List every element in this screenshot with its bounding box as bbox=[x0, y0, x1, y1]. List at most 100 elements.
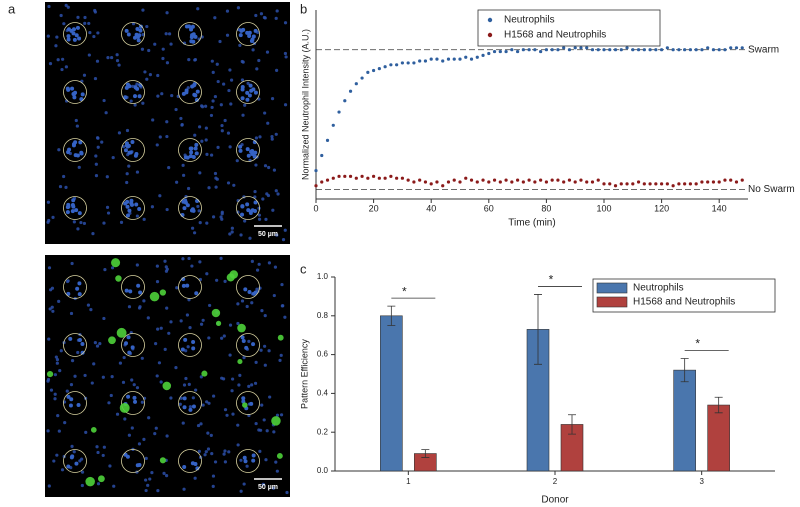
data-point bbox=[740, 46, 744, 50]
cell bbox=[267, 349, 271, 353]
cell bbox=[156, 327, 160, 331]
cell bbox=[79, 150, 84, 155]
cell bbox=[185, 203, 190, 208]
cell bbox=[146, 316, 150, 320]
data-point bbox=[516, 178, 520, 182]
cell bbox=[158, 194, 162, 198]
cell bbox=[66, 5, 70, 9]
cell bbox=[214, 176, 218, 180]
cell bbox=[66, 464, 71, 469]
legend-marker bbox=[487, 17, 493, 23]
cell bbox=[186, 186, 191, 191]
cell bbox=[145, 77, 149, 81]
data-point bbox=[314, 169, 318, 173]
cell bbox=[203, 453, 207, 457]
cell bbox=[132, 395, 137, 400]
data-point bbox=[441, 59, 445, 63]
cell bbox=[133, 153, 138, 158]
cell bbox=[165, 434, 169, 438]
cell bbox=[275, 9, 279, 13]
cell bbox=[125, 180, 129, 185]
cell bbox=[156, 488, 160, 493]
data-point bbox=[325, 138, 330, 143]
cell bbox=[201, 318, 205, 322]
data-point bbox=[314, 184, 318, 188]
pattern-spot bbox=[178, 275, 202, 299]
cell bbox=[174, 107, 178, 112]
cell bbox=[83, 15, 87, 20]
data-point bbox=[631, 48, 635, 52]
data-point bbox=[423, 180, 428, 184]
reference-label: No Swarm bbox=[748, 184, 795, 195]
cell bbox=[124, 28, 129, 33]
cell bbox=[48, 61, 53, 66]
cell bbox=[144, 456, 148, 460]
data-point bbox=[343, 99, 347, 103]
data-point bbox=[602, 182, 606, 186]
cell bbox=[136, 283, 141, 288]
cell bbox=[244, 345, 249, 350]
cell bbox=[250, 383, 254, 387]
pattern-spot bbox=[178, 80, 202, 104]
tumor-cell bbox=[237, 359, 243, 365]
cell bbox=[242, 482, 246, 486]
tumor-cell bbox=[242, 402, 248, 408]
cell bbox=[220, 123, 224, 128]
cell bbox=[159, 380, 163, 384]
cell bbox=[83, 21, 87, 25]
cell bbox=[213, 16, 217, 20]
cell bbox=[179, 396, 183, 400]
data-point bbox=[734, 46, 739, 50]
cell bbox=[216, 145, 220, 149]
cell bbox=[75, 25, 80, 30]
cell bbox=[264, 458, 268, 462]
cell bbox=[165, 306, 169, 310]
cell bbox=[190, 84, 195, 89]
cell bbox=[219, 103, 223, 107]
cell bbox=[140, 400, 144, 404]
data-point bbox=[429, 182, 433, 186]
data-point bbox=[608, 182, 612, 186]
cell bbox=[71, 198, 76, 203]
cell bbox=[275, 68, 279, 72]
data-point bbox=[631, 182, 635, 186]
cell bbox=[283, 51, 288, 56]
data-point bbox=[441, 184, 445, 188]
data-point bbox=[372, 68, 376, 73]
data-point bbox=[619, 48, 623, 52]
cell bbox=[222, 452, 226, 456]
cell bbox=[70, 209, 75, 214]
data-point bbox=[619, 182, 623, 186]
cell bbox=[47, 4, 51, 9]
cell bbox=[191, 39, 196, 44]
pattern-spot bbox=[236, 391, 260, 415]
tumor-cell bbox=[271, 416, 281, 426]
cell bbox=[198, 221, 202, 225]
tumor-cell bbox=[111, 258, 121, 268]
cell bbox=[159, 326, 163, 330]
tumor-cell bbox=[85, 476, 95, 487]
cell bbox=[105, 175, 109, 179]
cell bbox=[213, 460, 218, 464]
cell bbox=[198, 125, 202, 129]
cell bbox=[186, 86, 190, 90]
data-point bbox=[360, 174, 364, 178]
cell bbox=[138, 24, 143, 29]
cell bbox=[151, 118, 155, 122]
cell bbox=[55, 361, 59, 365]
cell bbox=[263, 344, 267, 348]
cell bbox=[199, 422, 203, 426]
pattern-spot bbox=[236, 22, 260, 46]
cell bbox=[245, 464, 249, 468]
cell bbox=[259, 12, 264, 16]
cell bbox=[94, 154, 98, 158]
y-tick-label: 1.0 bbox=[317, 272, 329, 281]
cell bbox=[142, 437, 146, 441]
data-point bbox=[608, 48, 612, 52]
cell bbox=[193, 58, 198, 62]
data-point bbox=[562, 180, 566, 184]
cell bbox=[60, 67, 64, 72]
cell bbox=[262, 418, 266, 422]
tumor-cell bbox=[276, 453, 283, 459]
cell bbox=[132, 383, 136, 387]
